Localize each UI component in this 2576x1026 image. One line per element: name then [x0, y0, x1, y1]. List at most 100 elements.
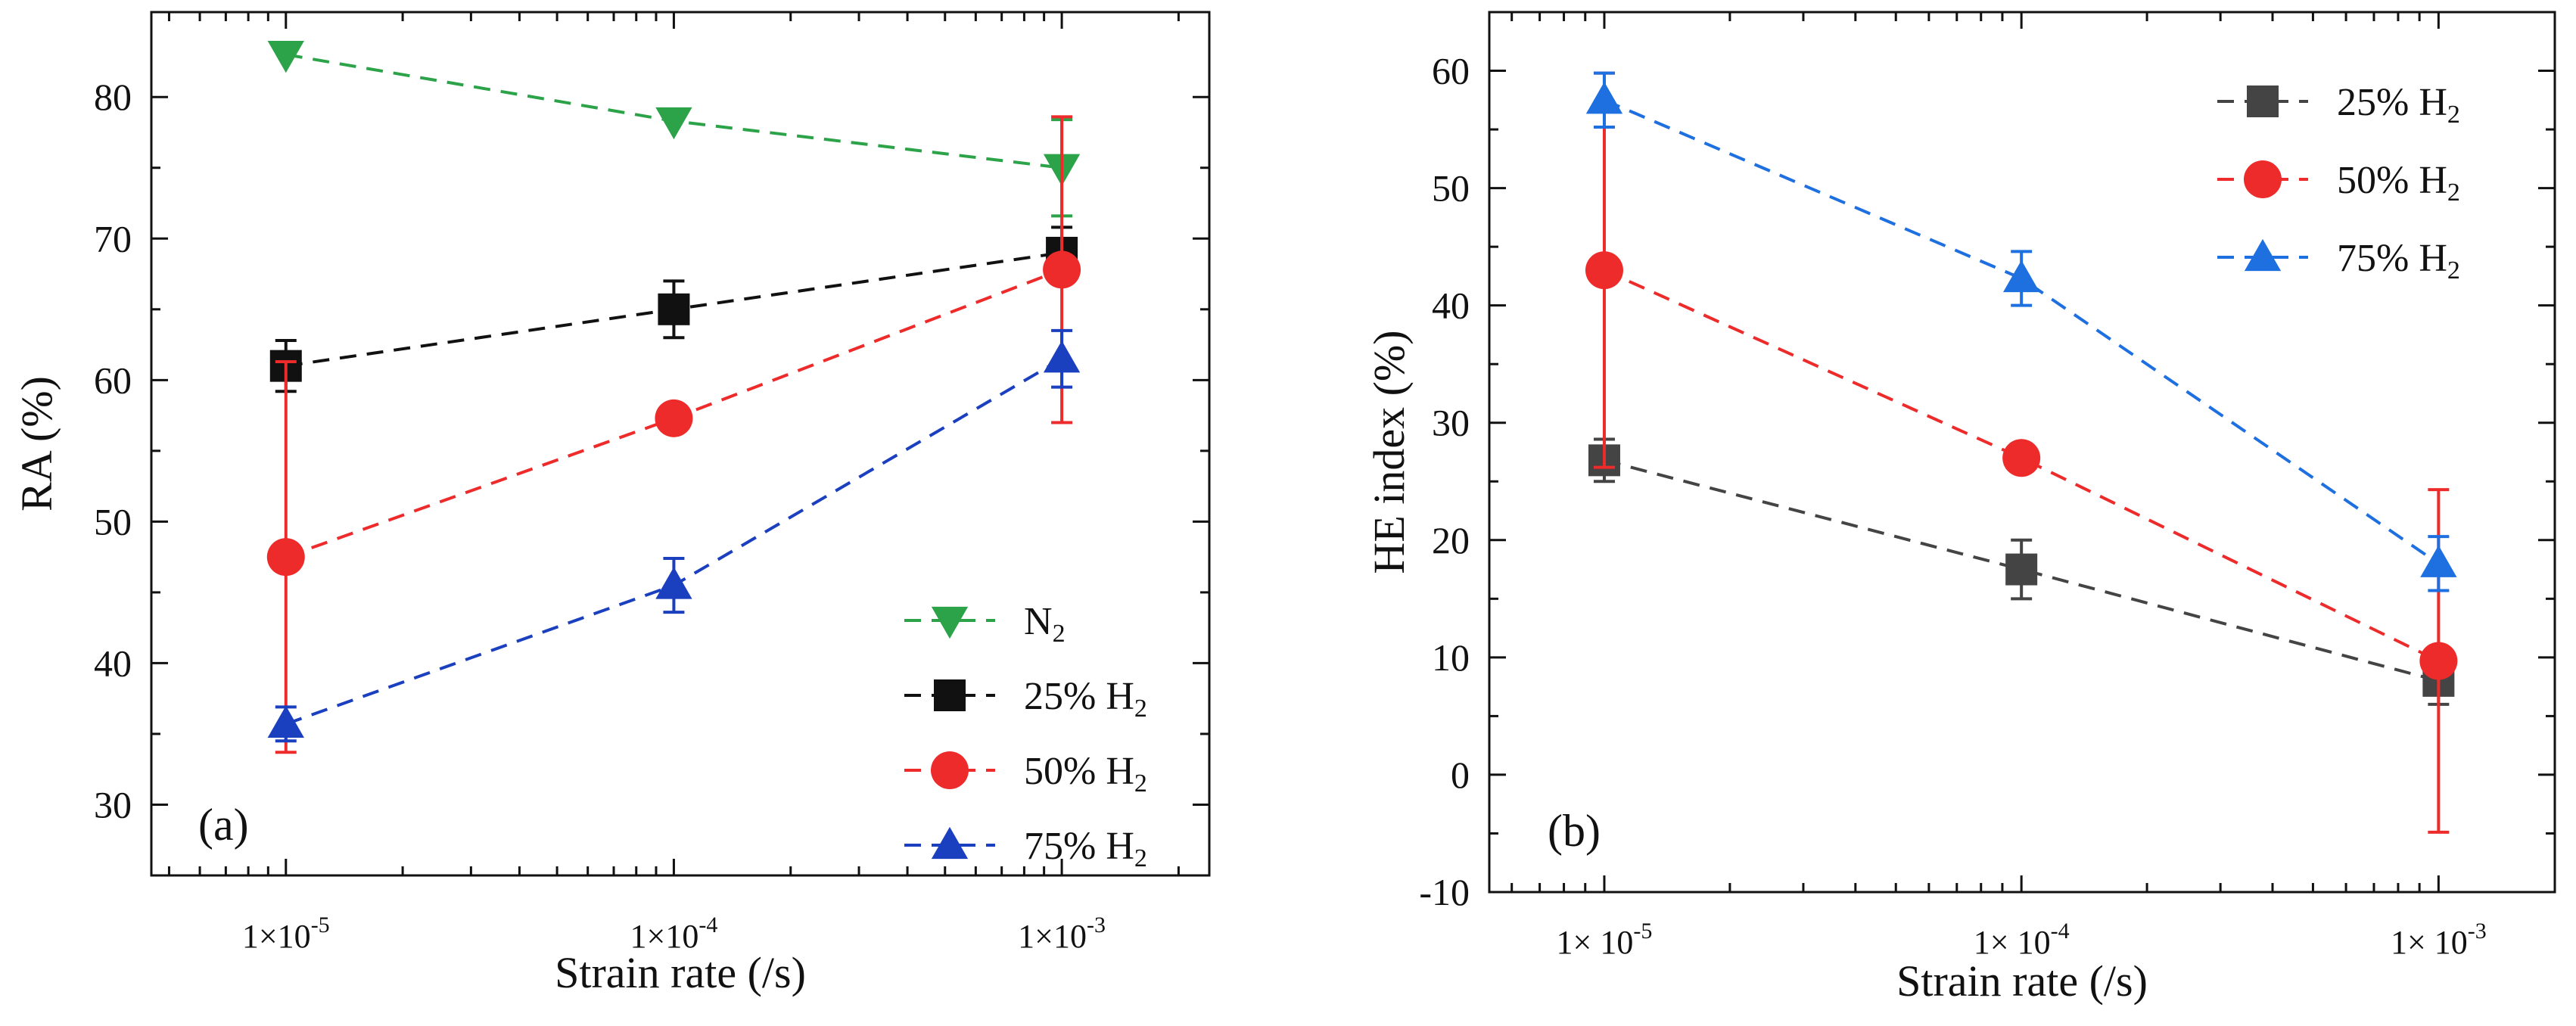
- panel-a-legend-marker: [931, 826, 969, 860]
- panel-a-series-50-h2-point: [1043, 250, 1081, 289]
- panel-a-y-tick-label: 70: [94, 217, 132, 260]
- panel-b-series-50-h2: [1585, 71, 2458, 834]
- panel-a-legend-label: 50% H2: [1024, 750, 1147, 797]
- panel-b-legend-marker: [2244, 160, 2282, 198]
- panel-b-x-axis: 1× 10-5 1× 10-4 1× 10-3: [1510, 12, 2487, 961]
- panel-b-legend-marker: [2247, 86, 2279, 117]
- panel-b-series-50-h2-point: [2002, 439, 2041, 477]
- panel-a-legend-label-name: N: [1024, 600, 1053, 643]
- panel-a-y-tick-label: 40: [94, 642, 132, 684]
- panel-b-y-tick-label: 20: [1432, 519, 1470, 561]
- panel-a-series-50-h2: [266, 115, 1081, 754]
- panel-a-legend-label-name: 25% H: [1024, 675, 1134, 718]
- panel-a-y-tick-label: 50: [94, 500, 132, 543]
- panel-a-legend-label-subscript: 2: [1134, 844, 1147, 872]
- panel-b-legend-label-subscript: 2: [2447, 256, 2460, 284]
- panel-b-legend-entry-75-h2: 75% H2: [2217, 237, 2460, 284]
- panel-b-series-75-h2-point: [1585, 82, 1623, 114]
- panel-b-y-tick-label: 50: [1432, 167, 1470, 210]
- panel-b-panel-label: (b): [1548, 806, 1601, 856]
- panel-b-y-tick-label: 40: [1432, 284, 1470, 327]
- panel-a-x-tick-label-exponent: -5: [311, 913, 330, 937]
- panel-a-x-tick-label: 1×10-5: [242, 913, 330, 955]
- panel-a-series-50-h2-point: [266, 538, 305, 577]
- panel-b-series-25-h2-point: [2005, 553, 2038, 586]
- panel-a-x-tick-label-exponent: -3: [1087, 913, 1106, 937]
- panel-b-series-25-h2-line: [1604, 459, 2439, 682]
- panel-b-legend-label-name: 75% H: [2337, 237, 2447, 280]
- panel-b-y-tick-label: 60: [1432, 50, 1470, 92]
- panel-b-series-50-h2-line: [1604, 269, 2440, 663]
- panel-a-legend-entry-50-h2: 50% H2: [904, 750, 1147, 797]
- panel-a-y-tick-label: 30: [94, 783, 132, 825]
- panel-b-legend-label-subscript: 2: [2447, 101, 2460, 129]
- panel-b-x-tick-label: 1× 10-3: [2391, 919, 2487, 961]
- panel-a-legend-entry-n2: N2: [904, 600, 1066, 648]
- panel-a-legend-marker: [931, 606, 969, 639]
- panel-b-legend-entry-50-h2: 50% H2: [2217, 159, 2460, 207]
- panel-b-x-tick-label-exponent: -4: [2051, 919, 2070, 944]
- panel-a-y-tick-label: 80: [94, 76, 132, 118]
- panel-b-x-tick-label-base: 1× 10: [1974, 924, 2051, 961]
- panel-a-panel-label: (a): [198, 800, 249, 850]
- panel-a-x-axis: 1×10-5 1×10-4 1×10-3: [167, 12, 1180, 955]
- panel-a-series-n2-point: [655, 107, 692, 140]
- panel-b-series-75-h2-point: [2420, 545, 2457, 577]
- panel-b-y-tick-label: 0: [1451, 754, 1470, 796]
- panel-a-y-axis: 30 40 50 60 70 80: [94, 76, 1209, 825]
- panel-b-x-tick-label-exponent: -5: [1633, 919, 1652, 944]
- panel-b-x-tick-label: 1× 10-4: [1974, 919, 2070, 961]
- panel-a-legend-entry-25-h2: 25% H2: [904, 675, 1147, 723]
- panel-b-series-75-h2-line: [1604, 98, 2440, 565]
- panel-b-y-tick-label: -10: [1419, 871, 1470, 913]
- panel-a-legend-label-subscript: 2: [1134, 695, 1147, 723]
- panel-a-x-tick-label-base: 1×10: [242, 918, 311, 955]
- panel-b-legend-label: 50% H2: [2337, 159, 2460, 207]
- panel-b-legend-entry-25-h2: 25% H2: [2217, 81, 2460, 129]
- panel-b-legend-label-name: 25% H: [2337, 81, 2447, 124]
- panel-a-x-tick-label-base: 1×10: [630, 918, 699, 955]
- panel-a-series-75-h2-point: [267, 705, 304, 738]
- panel-b-series-75-h2: [1585, 71, 2457, 592]
- panel-b-legend-marker: [2244, 238, 2282, 272]
- panel-a-series-50-h2-point: [655, 399, 693, 437]
- panel-b-legend-label-name: 50% H: [2337, 159, 2447, 202]
- panel-b-series-25-h2: [1588, 437, 2455, 706]
- panel-a-legend-label: 25% H2: [1024, 675, 1147, 723]
- panel-b-series-75-h2-point: [2003, 260, 2040, 293]
- panel-b-legend-label: 25% H2: [2337, 81, 2460, 129]
- panel-a-series-75-h2: [267, 328, 1081, 743]
- panel-b-series-50-h2-point: [1585, 251, 1623, 290]
- panel-b-x-tick-label-exponent: -3: [2468, 919, 2487, 944]
- panel-a-legend-marker: [931, 751, 969, 789]
- panel-a-x-tick-label: 1×10-4: [630, 913, 718, 955]
- panel-b-y-tick-label: 10: [1432, 636, 1470, 679]
- panel-a-series-n2: [267, 41, 1081, 218]
- panel-a-legend-label-name: 75% H: [1024, 825, 1134, 868]
- panel-b-legend-label-subscript: 2: [2447, 179, 2460, 207]
- panel-a-x-tick-label: 1×10-3: [1018, 913, 1106, 955]
- panel-b-legend-label: 75% H2: [2337, 237, 2460, 284]
- panel-a-series-25-h2-point: [658, 293, 690, 325]
- panel-b-x-tick-label: 1× 10-5: [1557, 919, 1653, 961]
- panel-a-y-tick-label: 60: [94, 359, 132, 401]
- panel-b-y-axis: -10 0 10 20 30 40 50 60: [1419, 50, 2555, 913]
- panel-a-plot-frame: [150, 11, 1211, 877]
- panel-b-y-axis-title: HE index (%): [1364, 330, 1414, 574]
- panel-a-legend-label-name: 50% H: [1024, 750, 1134, 793]
- panel-a-legend-marker: [934, 679, 966, 711]
- panel-a-legend-label: 75% H2: [1024, 825, 1147, 872]
- panel-b-y-tick-label: 30: [1432, 402, 1470, 444]
- panel-b-x-axis-title: Strain rate (/s): [1896, 956, 2148, 1006]
- panel-a-x-tick-label-exponent: -4: [698, 913, 717, 937]
- panel-a-legend-entry-75-h2: 75% H2: [904, 825, 1147, 872]
- panel-a-legend-label-subscript: 2: [1134, 770, 1147, 797]
- panel-a-series-75-h2-point: [1043, 340, 1081, 373]
- panel-b-x-tick-label-base: 1× 10: [1557, 924, 1634, 961]
- panel-b-x-tick-label-base: 1× 10: [2391, 924, 2468, 961]
- panel-a-x-tick-label-base: 1×10: [1018, 918, 1087, 955]
